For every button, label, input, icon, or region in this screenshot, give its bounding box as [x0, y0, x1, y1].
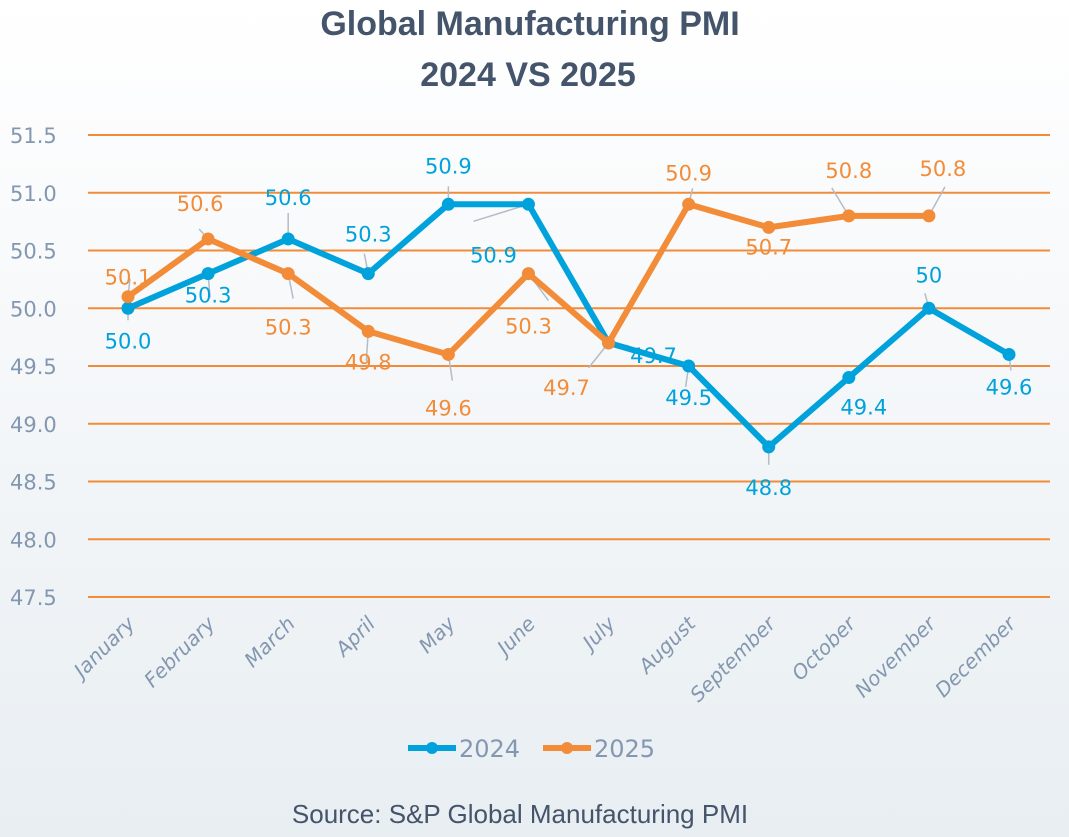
legend-label-2025: 2025 — [594, 735, 655, 763]
data-label-2025: 50.3 — [265, 316, 312, 340]
y-tick-label: 48.5 — [10, 471, 57, 495]
data-point-2024[interactable] — [922, 301, 936, 315]
source-note: Source: S&P Global Manufacturing PMI — [292, 799, 748, 829]
series-group — [121, 197, 1016, 454]
data-point-2025[interactable] — [922, 209, 936, 223]
data-point-2024[interactable] — [521, 197, 535, 211]
data-point-2024[interactable] — [762, 440, 776, 454]
y-tick-label: 50.5 — [10, 240, 57, 264]
x-tick-label: November — [850, 610, 942, 702]
x-tick-label: August — [632, 611, 701, 680]
data-point-2025[interactable] — [441, 347, 455, 361]
x-tick-label: January — [66, 611, 140, 685]
data-label-2024: 49.7 — [630, 344, 677, 368]
x-tick-label: July — [575, 611, 621, 657]
x-axis: January February March April May June July Augu… — [66, 610, 1022, 706]
data-label-2025: 50.3 — [505, 315, 552, 339]
chart-title: Global Manufacturing PMI — [320, 5, 739, 43]
y-tick-label: 48.0 — [10, 528, 57, 552]
data-point-2025[interactable] — [602, 336, 616, 350]
x-tick-label: September — [685, 610, 781, 706]
legend-marker-2025 — [561, 742, 573, 754]
data-label-2024: 50.9 — [425, 154, 472, 178]
data-label-2024: 50.0 — [105, 329, 152, 353]
x-tick-label: May — [414, 611, 461, 658]
chart-subtitle: 2024 VS 2025 — [420, 56, 636, 94]
legend-item-2024[interactable]: 2024 — [408, 735, 520, 763]
data-label-2025: 50.9 — [665, 161, 712, 185]
x-tick-label: March — [239, 612, 299, 672]
y-tick-label: 51.0 — [10, 182, 57, 206]
y-axis: 47.5 48.0 48.5 49.0 49.5 50.0 50.5 51.0 51.5 — [10, 124, 57, 610]
data-point-2025[interactable] — [682, 197, 696, 211]
data-point-2025[interactable] — [361, 324, 375, 338]
data-label-2024: 49.5 — [665, 386, 712, 410]
data-point-2024[interactable] — [281, 232, 295, 246]
data-point-2025[interactable] — [521, 267, 535, 281]
data-label-2024: 50.9 — [470, 243, 517, 267]
data-point-2025[interactable] — [201, 232, 215, 246]
x-tick-label: April — [329, 611, 380, 662]
data-point-2025[interactable] — [121, 290, 135, 304]
data-label-2024: 50.3 — [345, 223, 392, 247]
y-tick-label: 50.0 — [10, 297, 57, 321]
data-label-2024: 50 — [916, 263, 943, 287]
data-label-2024: 49.6 — [986, 375, 1033, 399]
data-point-2024[interactable] — [842, 371, 856, 385]
data-label-2025: 50.1 — [105, 266, 152, 290]
y-tick-label: 51.5 — [10, 124, 57, 148]
y-tick-label: 49.5 — [10, 355, 57, 379]
data-point-2024[interactable] — [1002, 347, 1016, 361]
x-tick-label: December — [930, 610, 1022, 702]
legend: 2024 2025 — [408, 735, 655, 763]
data-label-2025: 49.8 — [345, 350, 392, 374]
legend-label-2024: 2024 — [459, 735, 520, 763]
data-labels: 50.0 50.3 50.6 50.3 50.9 50.9 49.7 49.5 48.8 49.4… — [105, 154, 1033, 500]
data-point-2025[interactable] — [842, 209, 856, 223]
data-label-2025: 50.7 — [745, 235, 792, 259]
legend-item-2025[interactable]: 2025 — [543, 735, 655, 763]
data-label-2024: 50.3 — [185, 284, 232, 308]
data-label-2025: 50.8 — [920, 157, 967, 181]
data-point-2024[interactable] — [121, 301, 135, 315]
data-label-2025: 49.6 — [425, 396, 472, 420]
y-tick-label: 47.5 — [10, 586, 57, 610]
y-tick-label: 49.0 — [10, 413, 57, 437]
data-label-2025: 50.8 — [825, 159, 872, 183]
gridlines — [88, 134, 1050, 598]
x-tick-label: June — [489, 612, 540, 663]
x-tick-label: October — [787, 610, 862, 685]
data-point-2024[interactable] — [201, 267, 215, 281]
data-label-2025: 50.6 — [177, 192, 224, 216]
data-label-2024: 50.6 — [265, 186, 312, 210]
x-tick-label: February — [139, 611, 220, 692]
legend-marker-2024 — [426, 742, 438, 754]
data-point-2024[interactable] — [682, 359, 696, 373]
data-label-2024: 48.8 — [745, 476, 792, 500]
data-point-2025[interactable] — [281, 267, 295, 281]
data-label-2024: 49.4 — [840, 396, 887, 420]
series-line-2024 — [126, 201, 1011, 450]
data-point-2024[interactable] — [361, 267, 375, 281]
data-point-2025[interactable] — [762, 220, 776, 234]
data-point-2024[interactable] — [441, 197, 455, 211]
data-label-2025: 49.7 — [543, 376, 590, 400]
